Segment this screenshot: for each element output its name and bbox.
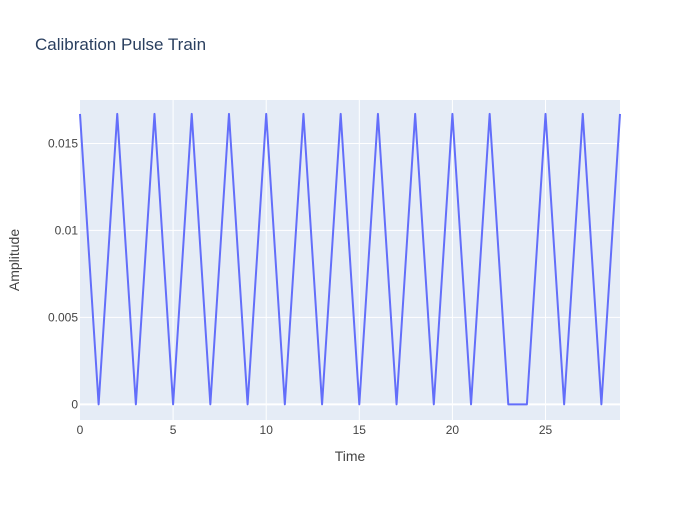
x-tick-label: 15 <box>353 423 367 437</box>
y-gridlines <box>80 142 620 406</box>
x-axis-label: Time <box>335 448 366 464</box>
x-gridlines <box>172 100 547 420</box>
y-axis-ticks: 0 0.005 0.01 0.015 <box>48 136 78 411</box>
x-tick-label: 25 <box>539 423 553 437</box>
x-tick-label: 5 <box>170 423 177 437</box>
chart-title: Calibration Pulse Train <box>35 35 206 54</box>
x-tick-label: 0 <box>77 423 84 437</box>
series-layer <box>79 112 621 406</box>
x-tick-label: 10 <box>260 423 274 437</box>
x-axis-ticks: 0 5 10 15 20 25 <box>77 423 553 437</box>
y-axis-label: Amplitude <box>6 229 22 291</box>
y-tick-label: 0.015 <box>48 136 78 150</box>
y-tick-label: 0.005 <box>48 310 78 324</box>
x-tick-label: 20 <box>446 423 460 437</box>
y-tick-label: 0.01 <box>55 223 79 237</box>
y-tick-label: 0 <box>71 397 78 411</box>
series-line <box>79 112 621 406</box>
